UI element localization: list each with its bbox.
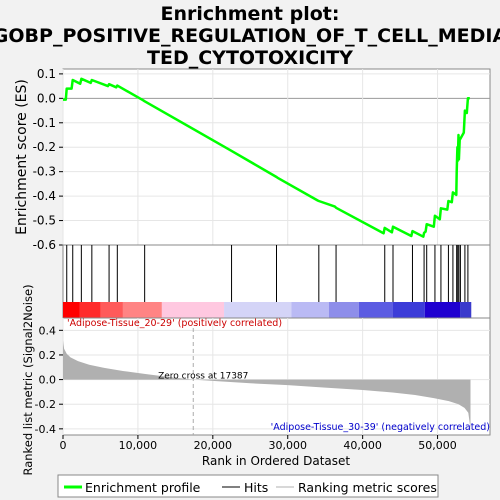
rank-color-segment: [224, 302, 292, 318]
es-y-tick-label: 0.0: [37, 91, 56, 105]
es-y-axis: 0.1 0.0 -0.1 -0.2 -0.3 -0.4 -0.5 -0.6: [33, 67, 63, 252]
x-axis-label: Rank in Ordered Dataset: [202, 454, 350, 468]
es-y-tick-label: -0.4: [33, 189, 56, 203]
x-tick-label: 40,000: [343, 439, 382, 452]
negative-correlation-label: 'Adipose-Tissue_30-39' (negatively corre…: [271, 422, 490, 433]
rank-color-segment: [161, 302, 225, 318]
chart-title-line-1: Enrichment plot:: [161, 3, 340, 25]
metric-grid: [62, 318, 490, 435]
chart-title-line-2: GOBP_POSITIVE_REGULATION_OF_T_CELL_MEDIA: [0, 25, 500, 47]
metric-y-axis: 0.4 0.2 0.0 -0.2 -0.4: [35, 324, 63, 436]
rank-color-strip: [63, 302, 472, 318]
enrichment-profile-line: [63, 77, 470, 238]
x-tick-label: 10,000: [119, 439, 158, 452]
rank-color-segment: [328, 302, 359, 318]
rank-color-segment: [460, 302, 472, 318]
rank-color-segment: [100, 302, 123, 318]
x-tick-label: 20,000: [194, 439, 233, 452]
es-y-tick-label: -0.5: [33, 214, 56, 228]
hits-markers: [66, 245, 469, 302]
legend-hits-label: Hits: [244, 480, 268, 495]
zero-cross-label: Zero cross at 17387: [158, 372, 248, 382]
rank-color-segment: [63, 302, 80, 318]
metric-y-tick-label: 0.4: [39, 324, 57, 337]
rank-color-segment: [79, 302, 101, 318]
rank-color-segment: [358, 302, 393, 318]
chart-title-line-3: TED_CYTOTOXICITY: [147, 47, 353, 69]
es-panel-frame: [62, 68, 491, 246]
metric-y-axis-label: Ranked list metric (Signal2Noise): [21, 284, 35, 475]
rank-color-segment: [392, 302, 425, 318]
legend-box: [57, 474, 439, 498]
es-y-tick-label: -0.3: [33, 165, 56, 179]
metric-y-tick-label: 0.2: [39, 349, 57, 362]
x-tick-label: 30,000: [268, 439, 307, 452]
ranking-metric-area: [63, 340, 471, 429]
metric-y-tick-label: -0.4: [35, 423, 56, 436]
es-y-tick-label: -0.2: [33, 140, 56, 154]
x-tick-label: 50,000: [418, 439, 457, 452]
es-y-tick-label: 0.1: [37, 67, 56, 81]
metric-y-tick-label: -0.2: [35, 398, 56, 411]
x-tick-label: 0: [60, 439, 67, 452]
es-y-axis-label: Enrichment score (ES): [14, 79, 30, 235]
rank-color-segment: [291, 302, 329, 318]
es-y-tick-label: -0.6: [33, 238, 56, 252]
metric-y-tick-label: 0.0: [39, 374, 57, 387]
legend-enrichment-label: Enrichment profile: [85, 480, 201, 495]
positive-correlation-label: 'Adipose-Tissue_20-29' (positively corre…: [67, 318, 282, 329]
rank-color-segment: [122, 302, 162, 318]
x-axis: 0 10,000 20,000 30,000 40,000 50,000: [60, 435, 457, 452]
legend-metric-label: Ranking metric scores: [298, 480, 437, 495]
legend: Enrichment profile Hits Ranking metric s…: [57, 474, 439, 498]
rank-color-segment: [424, 302, 461, 318]
es-y-tick-label: -0.1: [33, 116, 56, 130]
